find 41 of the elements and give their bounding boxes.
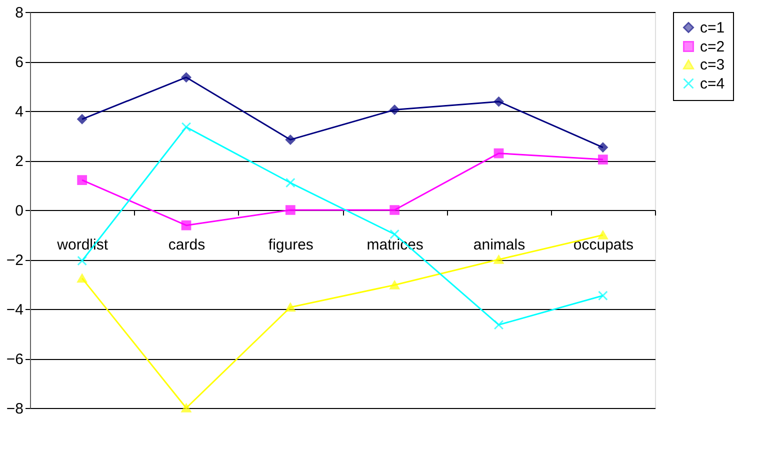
point — [285, 302, 296, 312]
y-tick-label: −4 — [6, 302, 24, 318]
legend-label: c=3 — [700, 56, 725, 74]
y-tick-label: −2 — [6, 252, 24, 269]
x-tick-label: animals — [473, 236, 526, 254]
point — [494, 255, 504, 264]
point — [494, 96, 504, 107]
y-tick-label: 2 — [15, 153, 24, 170]
y-tick-label: 8 — [15, 4, 24, 22]
point — [598, 142, 608, 152]
point — [77, 256, 88, 266]
point — [285, 205, 296, 215]
point — [390, 104, 400, 115]
x-tick-label: cards — [168, 236, 206, 254]
y-tick-label: 0 — [15, 202, 24, 220]
x-tick-label: figures — [268, 236, 314, 254]
y-tick-label: 6 — [15, 54, 24, 71]
point — [390, 229, 400, 240]
y-tick-label: −6 — [6, 351, 24, 368]
point — [77, 114, 88, 124]
point — [181, 122, 192, 132]
point — [598, 230, 608, 240]
legend-label: c=2 — [700, 38, 725, 56]
point — [390, 280, 400, 290]
point — [390, 205, 400, 215]
y-tick-label: −8 — [6, 400, 24, 418]
legend-label: c=1 — [700, 20, 725, 36]
x-tick-label: occupats — [573, 236, 634, 254]
y-tick-label: 4 — [15, 104, 24, 120]
point — [285, 134, 296, 145]
point — [181, 404, 192, 412]
point — [494, 148, 504, 158]
point — [598, 290, 608, 301]
legend-label: c=4 — [700, 76, 725, 92]
point — [494, 320, 504, 330]
point — [598, 154, 608, 164]
point — [181, 220, 192, 230]
point — [77, 274, 88, 283]
point — [77, 175, 88, 185]
point — [181, 72, 192, 82]
point — [285, 178, 296, 188]
